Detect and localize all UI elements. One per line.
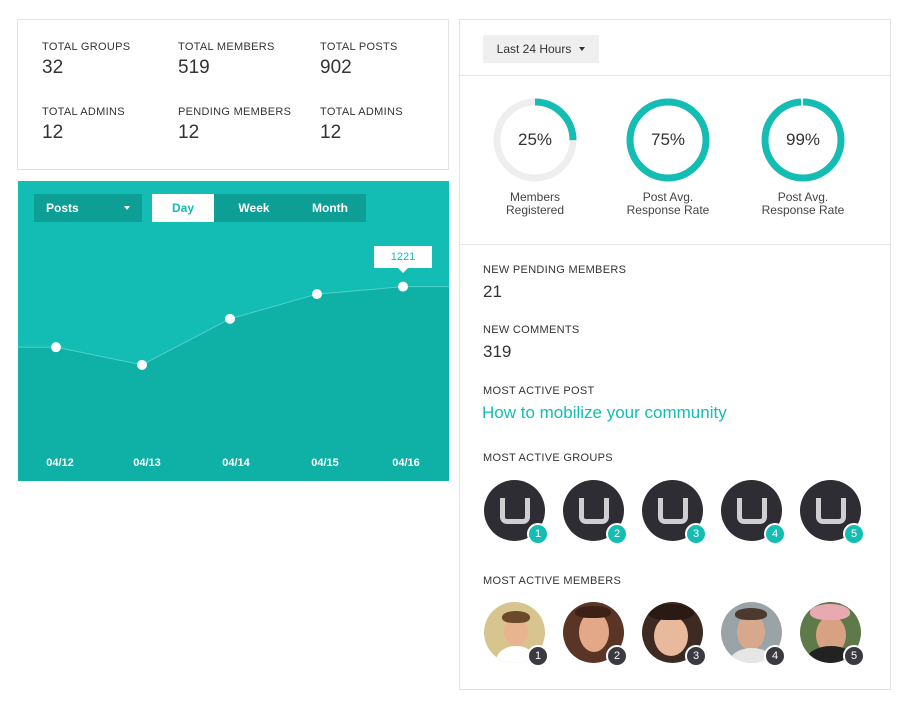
chart-point-04/13[interactable]	[137, 359, 147, 370]
chart-point-04/12[interactable]	[51, 342, 61, 353]
donut-ring	[761, 98, 845, 182]
donut-ring	[493, 98, 577, 182]
section-label: MOST ACTIVE MEMBERS	[483, 575, 622, 587]
group-avatar[interactable]: 5	[800, 480, 865, 545]
section-label: MOST ACTIVE POST	[483, 385, 595, 397]
member-avatar[interactable]	[642, 602, 703, 663]
donut-post-response-rate: 75% Post Avg. Response Rate	[618, 97, 718, 217]
most-active-post-link[interactable]: How to mobilize your community	[482, 403, 727, 422]
time-range-label: Last 24 Hours	[496, 42, 572, 56]
metric-select[interactable]: Posts	[34, 194, 142, 222]
group-logo-icon	[499, 497, 530, 524]
member-avatar[interactable]	[800, 602, 861, 663]
stat-total-members: TOTAL MEMBERS 519	[178, 41, 275, 79]
most-active-post-section: MOST ACTIVE POST How to mobilize your co…	[482, 385, 727, 423]
rank-badge: 1	[527, 523, 549, 545]
period-toggle: Day Week Month	[152, 194, 366, 222]
posts-chart-card: Posts Day Week Month 1221 04/12 04/13 04…	[18, 181, 449, 481]
metric-select-label: Posts	[46, 201, 79, 215]
donut-percent: 99%	[785, 130, 821, 149]
stat-label: TOTAL POSTS	[320, 41, 398, 53]
chart-point-04/16[interactable]	[398, 281, 408, 292]
donut-label: Post Avg. Response Rate	[761, 190, 845, 217]
period-day-button[interactable]: Day	[152, 194, 214, 222]
x-tick-label: 04/15	[311, 457, 339, 469]
group-avatar-list: 1 2 3 4 5	[484, 480, 865, 545]
period-week-button[interactable]: Week	[238, 201, 270, 215]
donut-progress-arc	[761, 98, 845, 182]
section-value: 319	[483, 342, 512, 361]
stat-label: TOTAL ADMINS	[42, 106, 125, 118]
rank-badge: 5	[843, 523, 865, 545]
divider	[460, 244, 890, 245]
donut-label: Members Registered	[505, 190, 565, 217]
stat-total-posts: TOTAL POSTS 902	[320, 41, 398, 79]
stat-value: 12	[320, 122, 342, 143]
stat-label: TOTAL MEMBERS	[178, 41, 275, 53]
donut-percent: 25%	[517, 130, 553, 149]
section-label: MOST ACTIVE GROUPS	[483, 452, 613, 464]
donut-label: Post Avg. Response Rate	[626, 190, 710, 217]
donut-ring	[626, 98, 710, 182]
most-active-groups-section: MOST ACTIVE GROUPS	[483, 452, 613, 464]
rank-badge: 2	[606, 523, 628, 545]
new-pending-members-section: NEW PENDING MEMBERS 21	[483, 264, 626, 302]
stat-total-groups: TOTAL GROUPS 32	[42, 41, 130, 79]
section-label: NEW PENDING MEMBERS	[483, 264, 627, 276]
stat-value: 902	[320, 57, 352, 78]
donut-percent: 75%	[650, 130, 686, 149]
donut-post-response-rate-2: 99% Post Avg. Response Rate	[753, 97, 853, 217]
member-avatar[interactable]	[563, 602, 624, 663]
donut-members-registered: 25% Members Registered	[490, 97, 580, 217]
x-tick-label: 04/12	[46, 457, 74, 469]
activity-panel: Last 24 Hours 25% Members Registered 75%…	[459, 19, 891, 690]
member-avatar[interactable]	[484, 602, 545, 663]
rank-badge: 4	[764, 523, 786, 545]
divider	[460, 75, 890, 76]
new-comments-section: NEW COMMENTS 319	[483, 324, 579, 362]
member-avatar[interactable]	[721, 602, 782, 663]
stat-value: 32	[42, 57, 64, 78]
group-avatar[interactable]: 2	[563, 480, 628, 545]
group-logo-icon	[815, 497, 846, 524]
caret-down-icon	[124, 206, 130, 210]
group-avatar[interactable]: 4	[721, 480, 786, 545]
chart-point-04/14[interactable]	[225, 313, 235, 324]
group-logo-icon	[736, 497, 767, 524]
chart-point-04/15[interactable]	[312, 289, 322, 300]
donut-progress-arc	[626, 98, 710, 182]
x-tick-label: 04/14	[222, 457, 250, 469]
stat-pending-members: PENDING MEMBERS 12	[178, 106, 291, 144]
period-month-button[interactable]: Month	[312, 201, 348, 215]
chart-tooltip: 1221	[374, 245, 432, 273]
chart-controls: Posts Day Week Month	[34, 194, 366, 222]
x-tick-label: 04/13	[133, 457, 161, 469]
stat-value: 519	[178, 57, 210, 78]
chart-area	[18, 286, 449, 481]
group-logo-icon	[578, 497, 609, 524]
stat-value: 12	[178, 122, 200, 143]
group-avatar[interactable]: 1	[484, 480, 549, 545]
caret-down-icon	[579, 47, 586, 51]
stat-label: TOTAL ADMINS	[320, 106, 403, 118]
donut-progress-arc	[493, 98, 577, 182]
member-avatar-list	[484, 602, 861, 663]
section-label: NEW COMMENTS	[483, 324, 580, 336]
time-range-select[interactable]: Last 24 Hours	[483, 35, 599, 63]
stat-label: PENDING MEMBERS	[178, 106, 292, 118]
posts-area-chart	[18, 281, 449, 481]
stats-card: TOTAL GROUPS 32 TOTAL MEMBERS 519 TOTAL …	[17, 19, 449, 170]
stat-value: 12	[42, 122, 64, 143]
section-value: 21	[483, 282, 502, 301]
stat-total-admins: TOTAL ADMINS 12	[42, 106, 125, 144]
group-avatar[interactable]: 3	[642, 480, 707, 545]
rank-badge: 3	[685, 523, 707, 545]
stat-total-admins-2: TOTAL ADMINS 12	[320, 106, 403, 144]
x-tick-label: 04/16	[392, 457, 420, 469]
most-active-members-section: MOST ACTIVE MEMBERS	[483, 575, 621, 587]
group-logo-icon	[657, 497, 688, 524]
stat-label: TOTAL GROUPS	[42, 41, 131, 53]
